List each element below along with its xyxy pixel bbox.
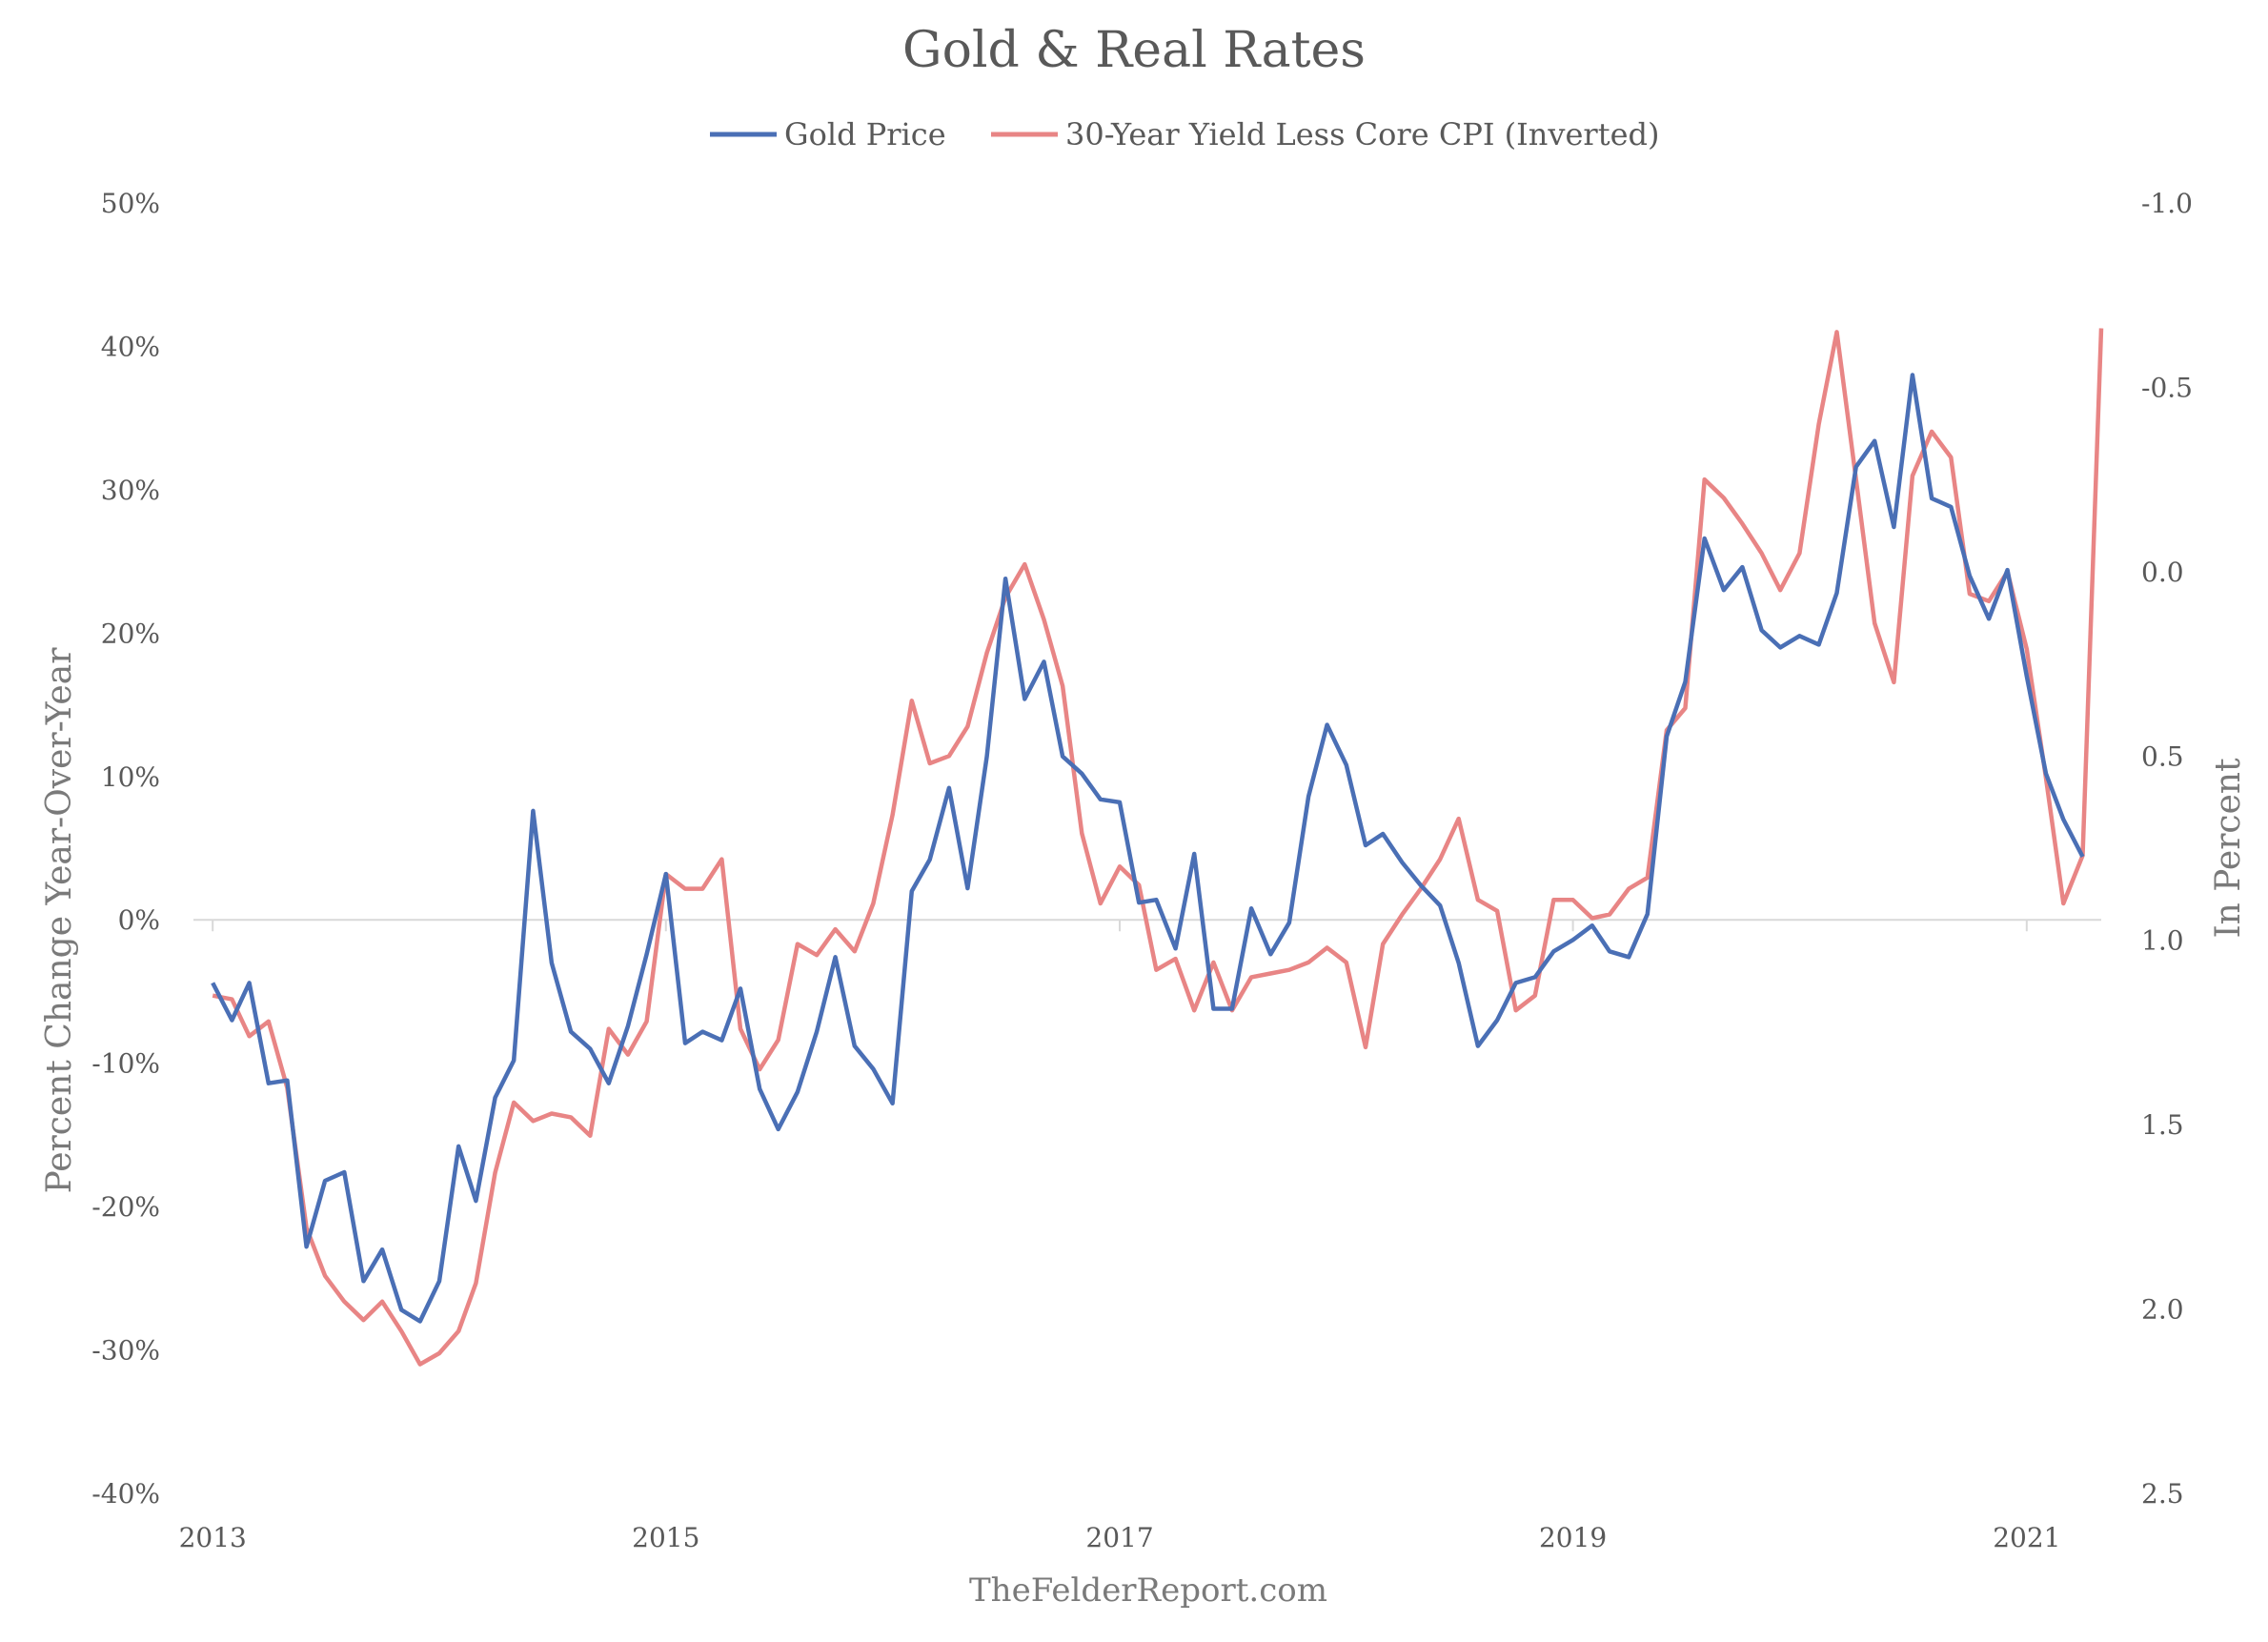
y-right-tick-label: 1.5 [2141,1109,2184,1141]
y-right-tick-label: 0.0 [2141,557,2184,588]
x-axis-ticks: 2013 2015 2017 2019 2021 [179,920,2060,1553]
chart-title: Gold & Real Rates [902,22,1366,79]
x-tick-label: 2015 [632,1522,699,1553]
y-right-tick-label: 2.0 [2141,1294,2184,1326]
legend: Gold Price 30-Year Yield Less Core CPI (… [710,116,1659,152]
y-right-tick-label: 1.0 [2141,925,2184,957]
x-tick-label: 2017 [1085,1522,1153,1553]
y-right-tick-label: -0.5 [2141,372,2193,403]
y-left-tick-label: 50% [101,188,160,219]
legend-label-real-rate: 30-Year Yield Less Core CPI (Inverted) [1065,116,1659,152]
x-tick-label: 2021 [1993,1522,2060,1553]
y-left-tick-label: 30% [101,475,160,506]
y-left-tick-label: -20% [91,1191,160,1223]
y-right-ticks: -1.0 -0.5 0.0 0.5 1.0 1.5 2.0 2.5 [2141,188,2193,1510]
y-left-tick-label: -30% [91,1335,160,1367]
series-line-gold [211,373,2085,1324]
y-left-tick-label: 20% [101,618,160,649]
series-line-real-rate [212,328,2104,1367]
y-left-axis-label: Percent Change Year-Over-Year [40,647,79,1194]
x-tick-label: 2013 [179,1522,247,1553]
y-right-tick-label: 0.5 [2141,740,2184,772]
y-left-tick-label: 0% [118,904,160,936]
y-left-ticks: 50% 40% 30% 20% 10% 0% -10% -20% -30% -40% [91,188,160,1510]
y-right-tick-label: -1.0 [2141,188,2193,219]
y-left-tick-label: -10% [91,1048,160,1080]
y-left-tick-label: 10% [101,761,160,793]
x-tick-label: 2019 [1539,1522,1607,1553]
y-left-tick-label: -40% [91,1478,160,1510]
y-right-axis-label: In Percent [2209,758,2248,939]
legend-label-gold: Gold Price [784,116,946,152]
y-left-tick-label: 40% [101,331,160,362]
y-right-tick-label: 2.5 [2141,1478,2184,1510]
source-credit: TheFelderReport.com [969,1571,1327,1610]
